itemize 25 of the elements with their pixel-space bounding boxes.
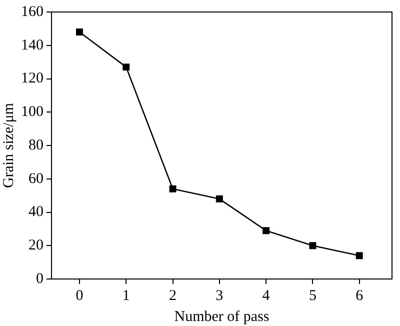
x-tick-label: 1 (122, 288, 130, 304)
y-tick-label: 40 (28, 204, 44, 220)
point (216, 195, 223, 202)
y-tick-label: 160 (21, 4, 44, 20)
y-tick-label: 100 (21, 104, 44, 120)
x-axis-title: Number of pass (174, 308, 270, 325)
y-axis-title: Grain size/μm (0, 102, 17, 188)
y-tick-label: 80 (28, 137, 44, 154)
x-tick-label: 2 (169, 288, 177, 304)
point (309, 242, 316, 250)
point (356, 252, 363, 260)
point (262, 227, 270, 234)
x-tick-label: 6 (356, 288, 364, 304)
y-tick-label: 140 (21, 37, 44, 54)
x-tick-label: 3 (216, 288, 224, 304)
x-tick-label: 4 (262, 288, 270, 304)
point (122, 64, 130, 71)
x-tick-label: 0 (76, 288, 84, 304)
point (169, 185, 176, 192)
y-tick-label: 120 (21, 70, 44, 87)
point (76, 28, 83, 36)
x-tick-label: 5 (308, 288, 316, 304)
y-tick-label: 20 (28, 238, 44, 254)
y-tick-label: 0 (36, 270, 44, 287)
y-tick-label: 60 (28, 170, 44, 187)
